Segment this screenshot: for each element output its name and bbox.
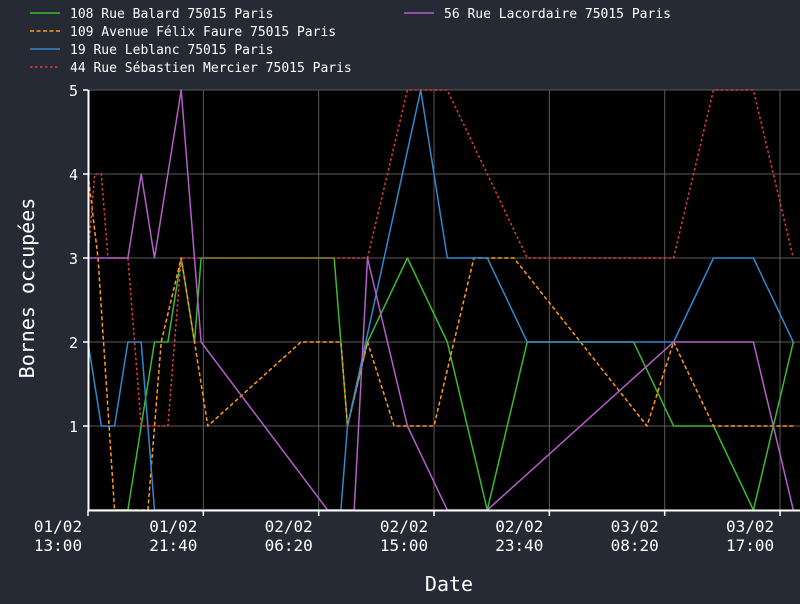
x-tick-label-time: 08:20	[611, 536, 659, 555]
x-tick-label-time: 06:20	[265, 536, 313, 555]
y-axis-label: Bornes occupées	[15, 198, 39, 379]
x-tick-label-time: 21:40	[149, 536, 197, 555]
x-tick-label-date: 01/02	[34, 517, 82, 536]
x-tick-label-time: 23:40	[495, 536, 543, 555]
ticks: 1234501/0213:0001/0221:4002/0206:2002/02…	[34, 82, 781, 555]
plot-area	[88, 90, 800, 510]
y-tick-label: 5	[69, 82, 78, 100]
y-tick-label: 3	[69, 250, 78, 268]
legend-label: 108 Rue Balard 75015 Paris	[70, 7, 274, 22]
x-tick-label-date: 03/02	[611, 517, 659, 536]
legend-label: 19 Rue Leblanc 75015 Paris	[70, 43, 274, 58]
legend-label: 109 Avenue Félix Faure 75015 Paris	[70, 25, 336, 40]
x-tick-label-date: 01/02	[149, 517, 197, 536]
x-tick-label-time: 13:00	[34, 536, 82, 555]
legend-label: 44 Rue Sébastien Mercier 75015 Paris	[70, 61, 352, 76]
y-tick-label: 2	[69, 334, 78, 352]
series-layer	[87, 89, 795, 511]
series-line-4	[87, 89, 795, 427]
x-tick-label-date: 02/02	[380, 517, 428, 536]
series-line-3	[87, 89, 794, 511]
x-axis-label: Date	[425, 572, 473, 596]
axes	[87, 90, 800, 512]
legend: 108 Rue Balard 75015 Paris 109 Avenue Fél…	[30, 7, 671, 76]
legend-label: 56 Rue Lacordaire 75015 Paris	[444, 7, 671, 22]
x-tick-label-time: 15:00	[380, 536, 428, 555]
x-tick-label-date: 02/02	[495, 517, 543, 536]
x-tick-label-date: 02/02	[265, 517, 313, 536]
x-tick-label-time: 17:00	[726, 536, 774, 555]
y-tick-label: 1	[69, 418, 78, 436]
y-tick-label: 4	[69, 166, 78, 184]
series-line-2	[87, 173, 794, 511]
x-tick-label-date: 03/02	[726, 517, 774, 536]
